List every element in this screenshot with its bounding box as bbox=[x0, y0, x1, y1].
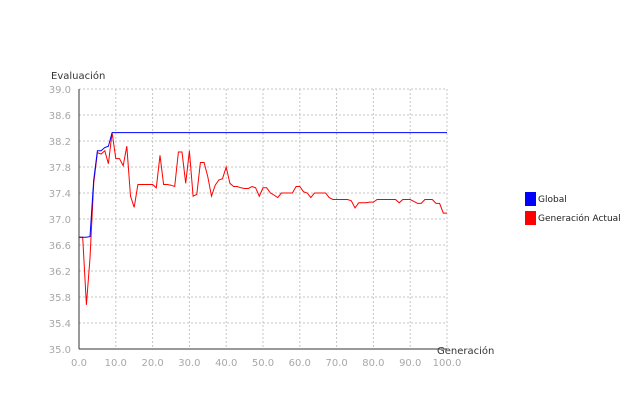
y-tick-label: 36.6 bbox=[49, 241, 71, 252]
x-tick-label: 10.0 bbox=[105, 358, 127, 369]
y-tick-label: 35.8 bbox=[49, 293, 71, 304]
x-tick-label: 80.0 bbox=[362, 358, 384, 369]
x-tick-label: 100.0 bbox=[433, 358, 462, 369]
grid bbox=[79, 88, 448, 349]
x-tick-label: 40.0 bbox=[215, 358, 237, 369]
x-tick-label: 70.0 bbox=[325, 358, 347, 369]
x-tick-label: 60.0 bbox=[289, 358, 311, 369]
y-tick-label: 38.6 bbox=[49, 111, 71, 122]
y-tick-label: 38.2 bbox=[49, 137, 71, 148]
series-line bbox=[79, 132, 447, 305]
y-tick-label: 37.4 bbox=[49, 189, 71, 200]
series-line bbox=[79, 132, 447, 238]
x-tick-label: 30.0 bbox=[178, 358, 200, 369]
x-tick-label: 20.0 bbox=[141, 358, 163, 369]
y-axis-ticks: 35.0 35.4 35.8 36.2 36.6 37.0 37.4 37.8 38.2 38.6… bbox=[49, 85, 71, 356]
x-axis-title: Generación bbox=[437, 345, 494, 357]
y-tick-label: 37.0 bbox=[49, 215, 71, 226]
y-tick-label: 39.0 bbox=[49, 85, 71, 96]
y-tick-label: 37.8 bbox=[49, 163, 71, 174]
legend-swatch bbox=[525, 192, 536, 206]
y-tick-label: 36.2 bbox=[49, 267, 71, 278]
legend: Global Generación Actual bbox=[525, 192, 621, 225]
x-tick-label: 90.0 bbox=[399, 358, 421, 369]
x-tick-label: 50.0 bbox=[252, 358, 274, 369]
x-axis-ticks: 0.0 10.0 20.0 30.0 40.0 50.0 60.0 70.0 80.0 90.0 1… bbox=[71, 358, 461, 369]
series-layer bbox=[79, 132, 447, 305]
y-axis-title: Evaluación bbox=[51, 70, 105, 82]
legend-swatch bbox=[525, 211, 536, 225]
y-tick-label: 35.4 bbox=[49, 319, 71, 330]
y-tick-label: 35.0 bbox=[49, 345, 71, 356]
legend-label: Global bbox=[538, 195, 567, 205]
legend-label: Generación Actual bbox=[538, 213, 621, 224]
x-tick-label: 0.0 bbox=[71, 358, 87, 369]
